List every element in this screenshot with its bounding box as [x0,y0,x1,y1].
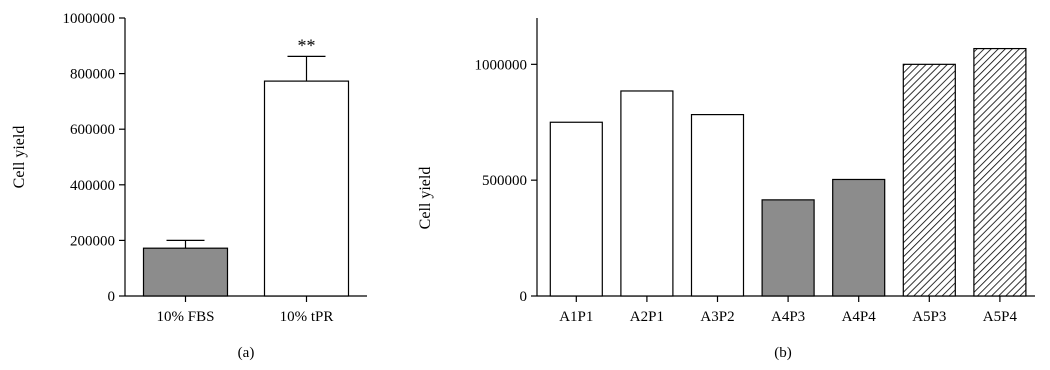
chart-b-category-label: A1P1 [559,309,593,325]
chart-b-category-label: A3P2 [700,309,734,325]
chart-b-category-label: A4P4 [842,309,877,325]
chart-a-y-tick-label: 800000 [70,67,115,83]
chart-a-category-label: 10% tPR [280,309,334,325]
chart-a-y-tick-label: 600000 [70,122,115,138]
chart-a-panel-label: (a) [238,345,255,361]
chart-b-y-tick-label: 1000000 [475,57,528,73]
chart-b: 0 500000 1000000 A1P1 A2P1 A3P2 A4P3 A4P4 A5P3 A… [417,18,1035,361]
chart-a-bar [263,80,350,297]
chart-b-bar [549,121,603,297]
chart-b-bar [690,114,745,297]
chart-b-category-label: A2P1 [630,309,664,325]
chart-a-y-tick-label: 400000 [70,178,115,194]
chart-a-category-label: 10% FBS [157,309,215,325]
chart-b-category-label: A4P3 [771,309,805,325]
chart-b-y-axis-label: Cell yield [417,167,434,230]
chart-a-significance-marker: ** [298,35,316,55]
chart-a-y-tick-label: 1000000 [63,11,116,27]
chart-a-bar [142,247,229,297]
chart-b-bar [973,47,1027,297]
chart-b-bar [620,90,674,297]
chart-b-category-label: A5P3 [912,309,946,325]
chart-a: 0 200000 400000 600000 800000 1000000 ** 10% … [11,11,367,361]
chart-a-y-tick-label: 200000 [70,233,115,249]
chart-a-y-tick-label: 0 [108,289,116,305]
chart-b-bar [902,63,956,297]
chart-b-panel-label: (b) [774,345,792,361]
chart-b-bar [832,178,886,297]
chart-a-y-axis-label: Cell yield [11,126,28,189]
chart-b-category-label: A5P4 [983,309,1018,325]
chart-b-bar [761,199,815,297]
chart-b-y-tick-label: 0 [520,289,528,305]
chart-b-y-tick-label: 500000 [482,173,527,189]
